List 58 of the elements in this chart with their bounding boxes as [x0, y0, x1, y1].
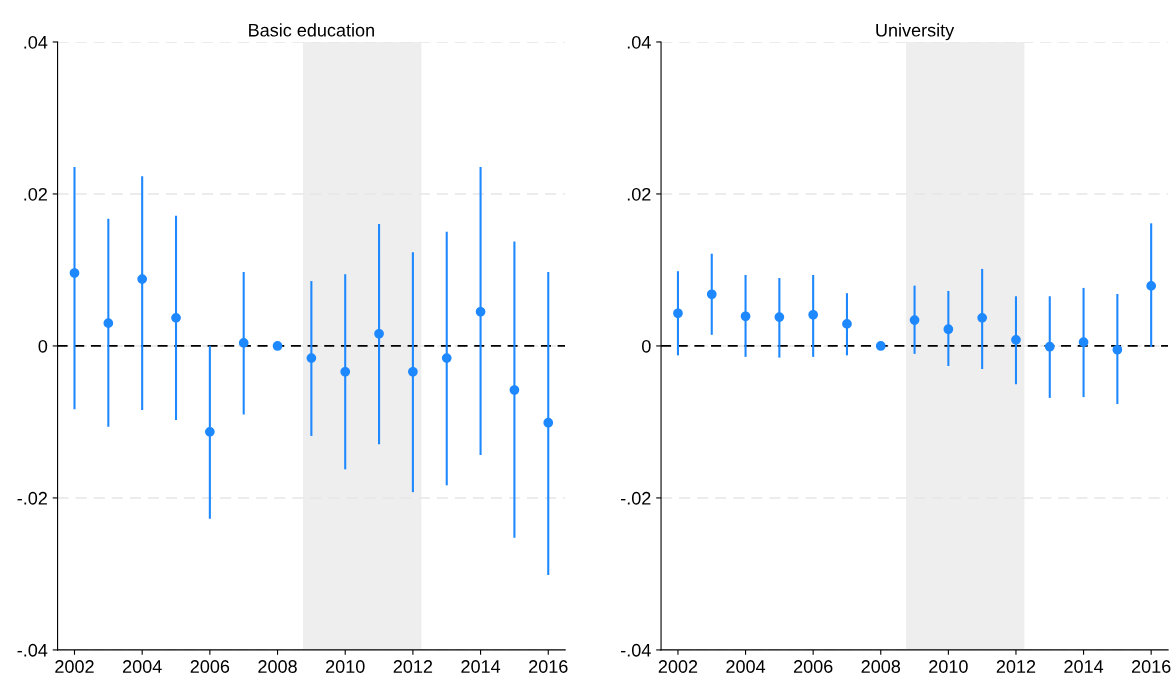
y-tick-label: .04	[24, 35, 48, 49]
x-tick-label: 2016	[529, 660, 568, 673]
chart-title: Basic education	[249, 23, 374, 37]
x-tick-label: 2012	[393, 660, 433, 673]
y-tick-label: .02	[24, 187, 47, 201]
point	[441, 353, 452, 363]
point	[238, 338, 249, 348]
point	[977, 312, 988, 323]
point	[1078, 337, 1089, 348]
x-tick-label: 2004	[123, 660, 162, 673]
point	[774, 312, 785, 322]
chart-title: University	[876, 23, 955, 41]
point	[69, 268, 80, 278]
x-tick-label: 2002	[55, 660, 94, 673]
y-tick-label: .04	[627, 35, 651, 49]
y-tick-label: .02	[627, 187, 651, 201]
point	[509, 385, 520, 395]
x-tick-label: 2006	[793, 660, 833, 673]
point	[171, 312, 181, 323]
point	[137, 274, 148, 284]
x-tick-label: 2014	[1064, 660, 1104, 673]
x-tick-label: 2014	[461, 660, 501, 673]
point	[204, 426, 215, 437]
x-tick-label: 2008	[258, 660, 297, 673]
point	[543, 417, 554, 428]
point	[943, 324, 954, 335]
point	[1146, 281, 1157, 291]
y-tick-label: -.04	[621, 643, 651, 657]
x-tick-label: 2010	[326, 660, 365, 673]
point	[842, 319, 852, 329]
x-tick-label: 2006	[190, 660, 230, 673]
point	[374, 328, 384, 339]
point	[673, 308, 683, 319]
point	[340, 366, 351, 377]
x-tick-label: 2010	[929, 660, 968, 673]
y-tick-label: 0	[642, 339, 651, 353]
point	[475, 306, 486, 317]
y-tick-label: -.04	[17, 643, 48, 657]
point	[1011, 335, 1021, 345]
point	[103, 318, 114, 329]
point	[740, 311, 751, 322]
y-tick-label: 0	[38, 339, 48, 353]
y-tick-label: -.02	[17, 491, 47, 505]
y-tick-label: -.02	[621, 491, 651, 505]
point	[1112, 344, 1123, 355]
point	[272, 341, 283, 351]
point	[808, 309, 819, 320]
x-tick-label: 2002	[658, 660, 698, 673]
x-tick-label: 2016	[1131, 660, 1171, 673]
point	[875, 341, 886, 351]
point	[909, 315, 920, 325]
point	[306, 353, 317, 363]
x-tick-label: 2008	[861, 660, 901, 673]
point	[706, 289, 717, 300]
x-tick-label: 2012	[996, 660, 1036, 673]
x-tick-label: 2004	[726, 660, 766, 673]
point	[408, 366, 418, 377]
point	[1044, 341, 1055, 352]
